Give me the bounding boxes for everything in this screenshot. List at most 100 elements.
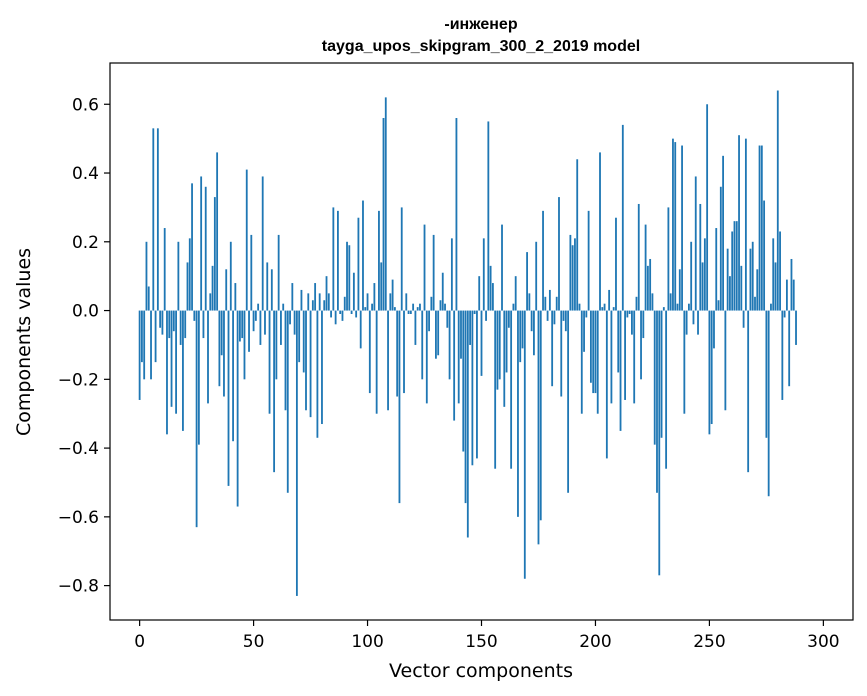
bar xyxy=(371,303,374,311)
bar xyxy=(419,303,421,311)
bar xyxy=(706,104,709,311)
bar xyxy=(653,310,656,445)
bar xyxy=(334,310,337,325)
bar xyxy=(145,241,148,311)
bar xyxy=(414,310,417,345)
bar xyxy=(665,310,668,469)
bar xyxy=(676,303,679,311)
bar xyxy=(589,310,592,383)
bar xyxy=(405,293,408,311)
bar xyxy=(295,310,298,596)
bar xyxy=(781,310,784,400)
bar xyxy=(143,310,146,380)
bar xyxy=(633,310,636,404)
bar xyxy=(368,310,371,394)
bar xyxy=(754,296,756,311)
y-tick-label: −0.4 xyxy=(58,439,99,459)
bar xyxy=(498,310,501,380)
bar xyxy=(280,310,282,345)
bar xyxy=(612,307,615,311)
bar xyxy=(756,269,759,311)
bar xyxy=(186,262,189,311)
chart-title: -инженер xyxy=(444,16,517,33)
bar xyxy=(646,265,649,311)
bar xyxy=(564,310,567,332)
bar xyxy=(713,310,715,349)
bar xyxy=(248,310,250,352)
bar xyxy=(667,207,670,311)
bar xyxy=(715,228,718,311)
bar xyxy=(651,293,654,311)
bar xyxy=(168,310,171,339)
bar xyxy=(259,310,262,345)
bar xyxy=(496,310,499,390)
bar xyxy=(421,310,424,380)
bar xyxy=(476,310,478,459)
bar xyxy=(409,310,412,314)
bar xyxy=(551,310,554,387)
bar xyxy=(170,310,173,407)
bar xyxy=(387,310,389,411)
bar xyxy=(514,276,517,311)
bar xyxy=(724,310,727,411)
x-tick-label: 250 xyxy=(693,632,725,652)
bar xyxy=(257,303,260,311)
bar xyxy=(635,296,638,311)
bar xyxy=(311,300,314,311)
bar xyxy=(580,310,583,414)
bar xyxy=(398,310,401,504)
bar xyxy=(658,310,661,576)
bar xyxy=(435,310,437,359)
bar xyxy=(523,310,526,579)
bar xyxy=(585,310,588,318)
bar xyxy=(282,303,285,311)
bar xyxy=(204,186,207,311)
bar xyxy=(366,293,369,311)
bar xyxy=(521,310,524,349)
bar xyxy=(703,238,706,311)
bar xyxy=(546,310,549,321)
bar xyxy=(464,310,467,504)
bar xyxy=(439,300,442,311)
bar xyxy=(332,207,335,311)
bar xyxy=(469,310,472,345)
bar xyxy=(535,241,538,311)
bar xyxy=(195,310,198,528)
bar xyxy=(544,296,547,311)
bar xyxy=(152,128,155,311)
bar xyxy=(220,310,223,356)
x-tick-label: 0 xyxy=(134,632,145,652)
bar xyxy=(252,310,255,332)
y-tick-label: 0.2 xyxy=(72,233,99,253)
bar xyxy=(161,310,164,335)
bar xyxy=(562,310,565,321)
bar xyxy=(717,300,720,311)
bar xyxy=(560,310,563,397)
bar xyxy=(250,234,253,311)
bar xyxy=(327,293,330,311)
bar xyxy=(662,307,665,311)
bar xyxy=(749,248,752,311)
x-tick-label: 100 xyxy=(351,632,383,652)
bar xyxy=(571,245,574,311)
bar xyxy=(393,307,396,311)
bar xyxy=(631,310,633,335)
bar xyxy=(209,293,212,311)
bar xyxy=(391,279,394,311)
bar xyxy=(519,310,522,363)
bar xyxy=(177,241,180,311)
bar xyxy=(510,310,513,469)
bar xyxy=(241,310,244,339)
bar xyxy=(428,310,430,332)
bar xyxy=(273,310,276,473)
bar xyxy=(350,310,353,314)
bar xyxy=(150,310,152,380)
bar xyxy=(576,159,579,311)
plot-frame xyxy=(109,62,854,621)
bar xyxy=(601,307,604,311)
bar xyxy=(446,310,449,328)
bar xyxy=(729,276,731,311)
bar xyxy=(182,310,184,431)
bar xyxy=(785,279,788,311)
bar xyxy=(384,97,387,311)
